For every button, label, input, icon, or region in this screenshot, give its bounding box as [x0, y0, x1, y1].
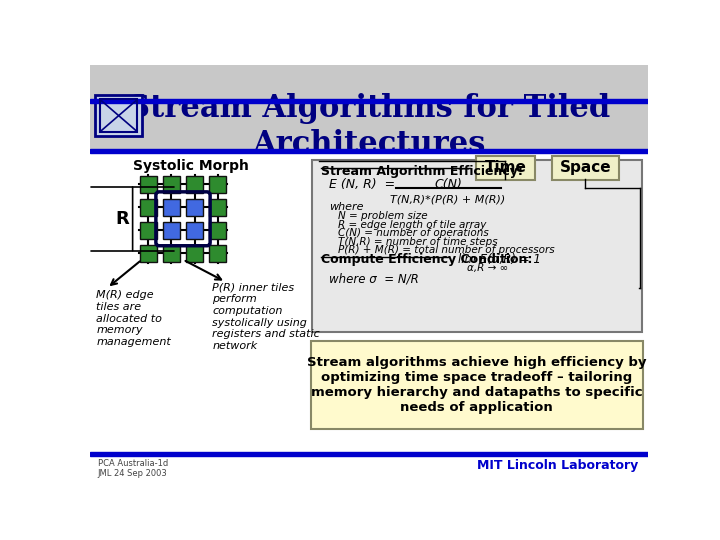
Text: Systolic Morph: Systolic Morph — [132, 159, 248, 173]
FancyBboxPatch shape — [140, 199, 157, 215]
Text: Stream Algorithm Efficiency:: Stream Algorithm Efficiency: — [321, 165, 523, 178]
FancyBboxPatch shape — [140, 245, 157, 262]
Text: N = problem size: N = problem size — [338, 211, 428, 221]
FancyBboxPatch shape — [476, 156, 535, 180]
Text: T(N,R) = number of time steps: T(N,R) = number of time steps — [338, 237, 498, 246]
FancyBboxPatch shape — [163, 222, 180, 239]
FancyBboxPatch shape — [163, 176, 180, 193]
Text: where σ  = N/R: where σ = N/R — [329, 273, 418, 286]
Bar — [90, 452, 648, 456]
FancyBboxPatch shape — [186, 199, 203, 215]
Bar — [90, 148, 648, 153]
FancyBboxPatch shape — [210, 199, 226, 215]
FancyBboxPatch shape — [140, 222, 157, 239]
FancyBboxPatch shape — [186, 245, 203, 262]
Text: Space: Space — [559, 160, 611, 176]
FancyBboxPatch shape — [552, 156, 618, 180]
Text: C(N): C(N) — [434, 178, 462, 191]
Text: C(N) = number of operations: C(N) = number of operations — [338, 228, 489, 238]
Text: P(R) + M(R) = total number of processors: P(R) + M(R) = total number of processors — [338, 245, 554, 255]
Text: Compute Efficiency Condition:: Compute Efficiency Condition: — [321, 253, 532, 266]
Text: Time: Time — [485, 160, 526, 176]
FancyBboxPatch shape — [210, 176, 226, 193]
Text: Stream Algorithms for Tiled
Architectures: Stream Algorithms for Tiled Architecture… — [128, 93, 610, 160]
Text: R = edge length of tile array: R = edge length of tile array — [338, 220, 487, 229]
Bar — [90, 65, 648, 150]
FancyBboxPatch shape — [312, 159, 642, 332]
Bar — [90, 99, 648, 103]
Text: T(N,R)*(P(R) + M(R)): T(N,R)*(P(R) + M(R)) — [390, 194, 505, 204]
FancyBboxPatch shape — [163, 199, 180, 215]
Text: where: where — [329, 202, 363, 212]
FancyBboxPatch shape — [210, 245, 226, 262]
Text: α,R → ∞: α,R → ∞ — [467, 262, 508, 273]
Text: R: R — [115, 210, 129, 228]
FancyBboxPatch shape — [163, 245, 180, 262]
Text: M(R) edge
tiles are
allocated to
memory
management: M(R) edge tiles are allocated to memory … — [96, 291, 171, 347]
Text: Stream algorithms achieve high efficiency by
optimizing time space tradeoff – ta: Stream algorithms achieve high efficienc… — [307, 356, 647, 414]
FancyBboxPatch shape — [210, 222, 226, 239]
FancyBboxPatch shape — [140, 176, 157, 193]
FancyBboxPatch shape — [96, 95, 142, 137]
Text: MIT Lincoln Laboratory: MIT Lincoln Laboratory — [477, 459, 639, 472]
Text: lim E(α,R) = 1: lim E(α,R) = 1 — [458, 253, 541, 266]
FancyBboxPatch shape — [311, 341, 642, 429]
FancyBboxPatch shape — [186, 176, 203, 193]
FancyBboxPatch shape — [186, 222, 203, 239]
Text: E (N, R)  =: E (N, R) = — [329, 178, 395, 191]
Text: P(R) inner tiles
perform
computation
systolically using
registers and static
net: P(R) inner tiles perform computation sys… — [212, 283, 320, 350]
Text: PCA Australia-1d
JML 24 Sep 2003: PCA Australia-1d JML 24 Sep 2003 — [98, 459, 168, 478]
